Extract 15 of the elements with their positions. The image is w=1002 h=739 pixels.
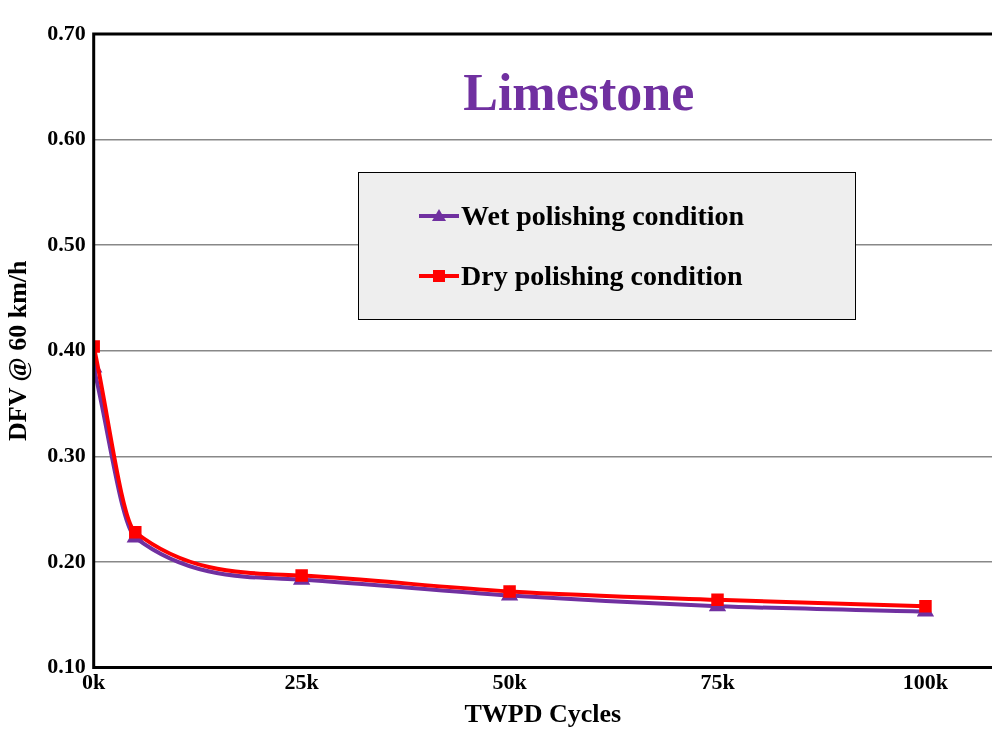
y-tick-label: 0.70 xyxy=(47,19,86,45)
x-tick-label: 25k xyxy=(284,669,320,695)
legend-label: Dry polishing condition xyxy=(461,259,743,292)
legend-label: Wet polishing condition xyxy=(461,200,745,233)
x-axis-title: TWPD Cycles xyxy=(464,699,622,729)
x-tick-label: 100k xyxy=(902,669,949,695)
y-tick-label: 0.60 xyxy=(47,125,86,151)
x-tick-label: 75k xyxy=(700,669,736,695)
y-tick-label: 0.30 xyxy=(47,441,86,467)
y-tick-label: 0.20 xyxy=(47,547,86,573)
y-axis-title: DFV @ 60 km/h xyxy=(3,259,33,441)
x-tick-label: 50k xyxy=(492,669,528,695)
y-tick-label: 0.50 xyxy=(47,230,86,256)
y-tick-label: 0.40 xyxy=(47,336,86,362)
text: Limestone xyxy=(463,64,695,122)
